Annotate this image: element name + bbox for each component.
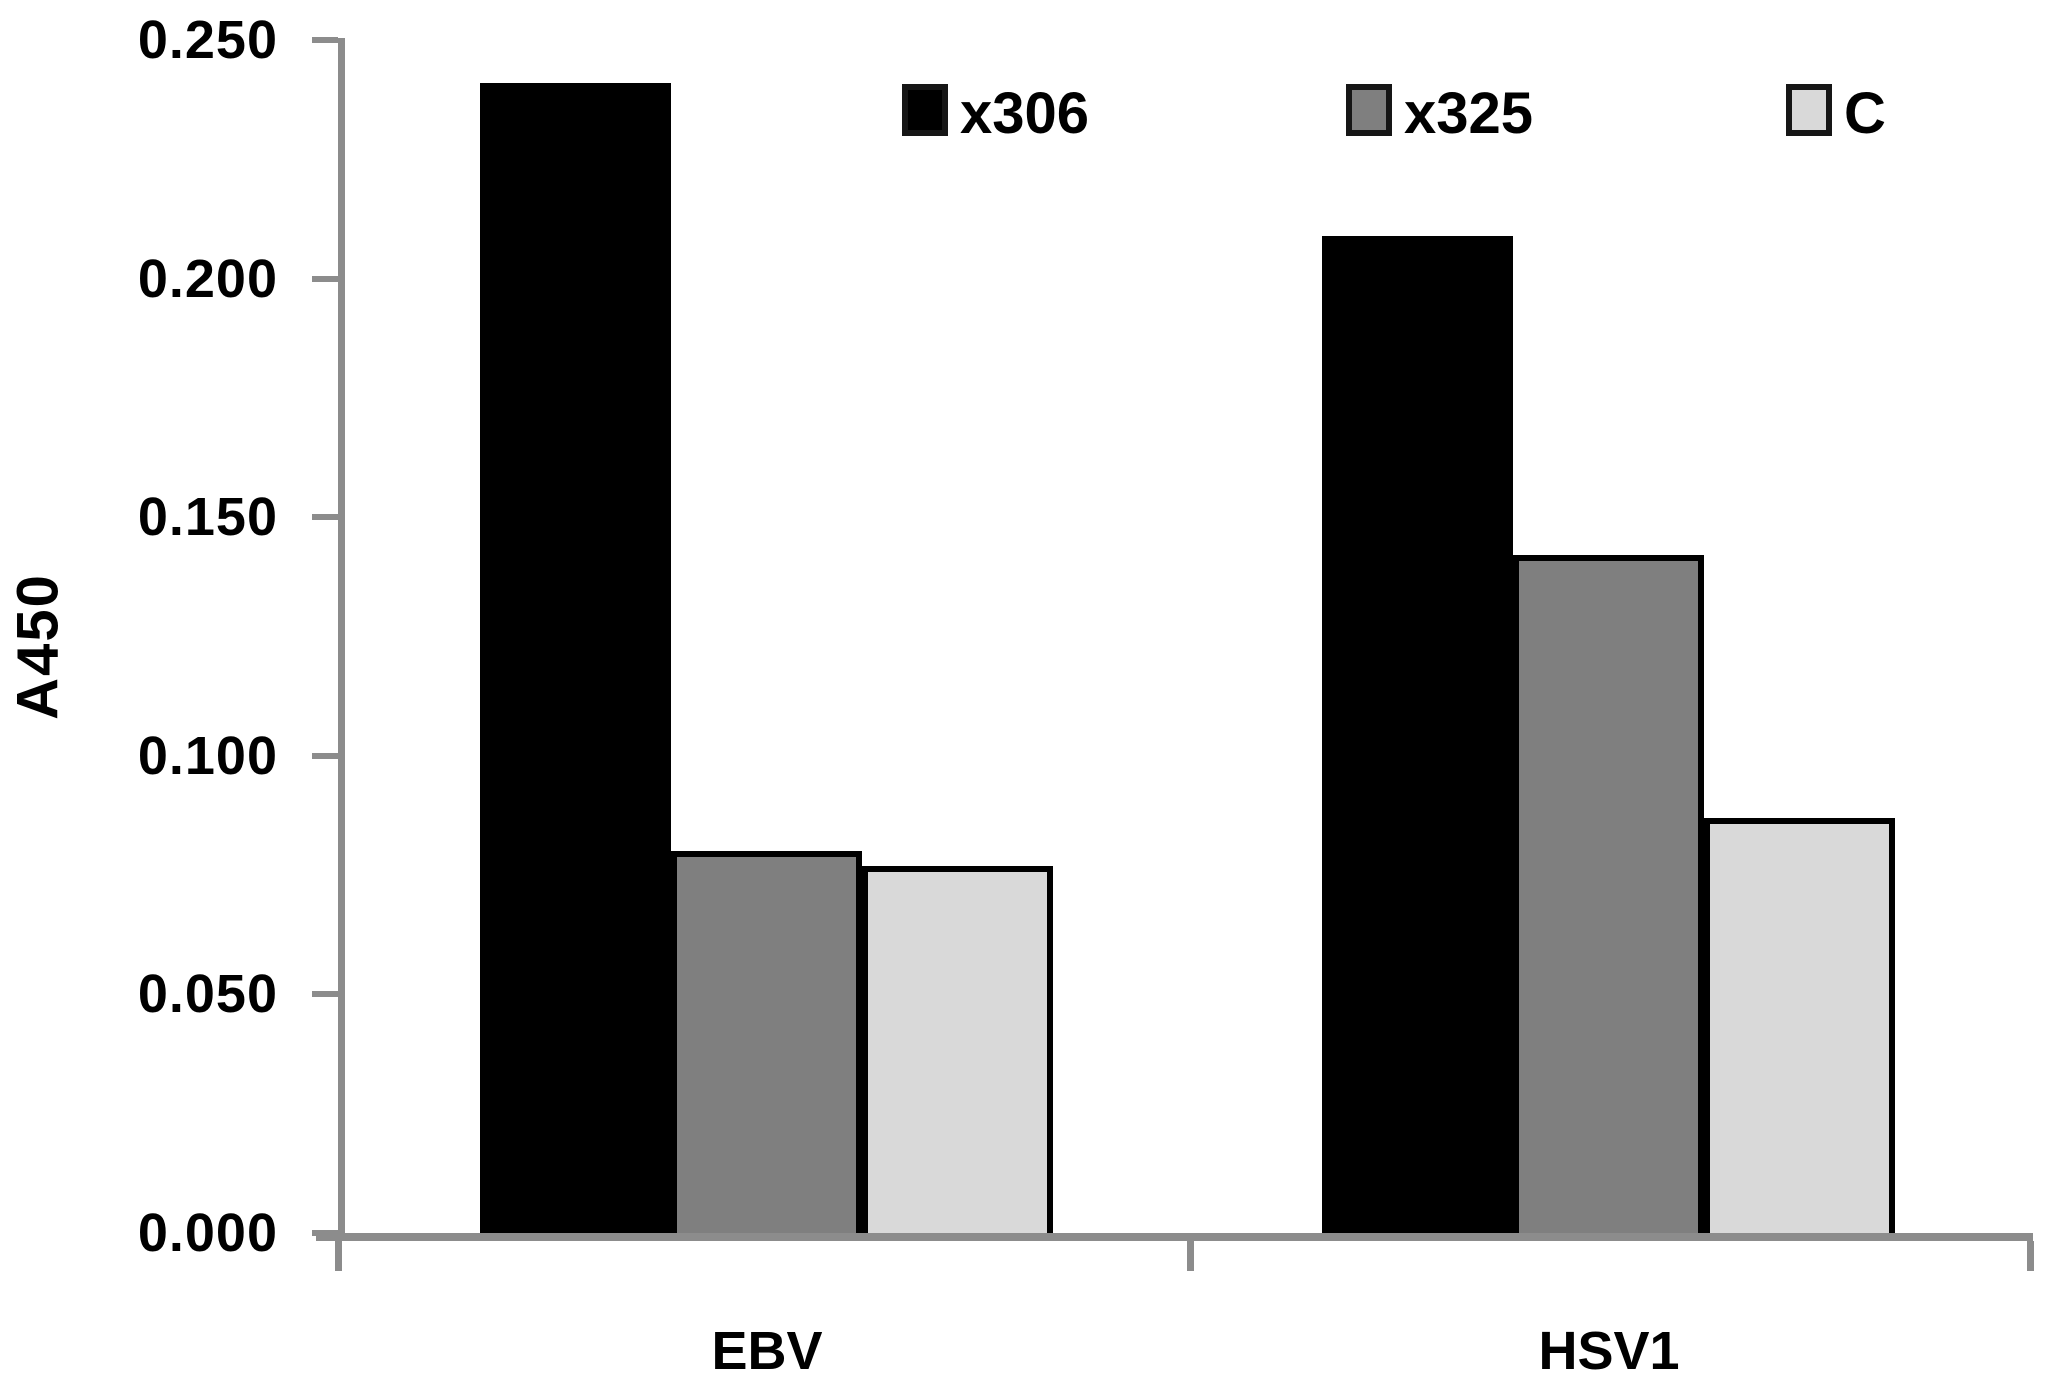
y-tick-label: 0.150 xyxy=(137,487,278,547)
y-tick xyxy=(312,514,338,520)
legend-swatch-x325 xyxy=(1346,84,1392,136)
bar-HSV1-C xyxy=(1704,818,1895,1233)
y-tick xyxy=(312,753,338,759)
y-tick-label: 0.250 xyxy=(137,10,278,70)
y-tick-label: 0.200 xyxy=(137,249,278,309)
y-tick xyxy=(312,37,338,43)
bar-HSV1-x325 xyxy=(1513,555,1704,1233)
x-tick xyxy=(1187,1241,1194,1271)
legend-item-C: C xyxy=(1786,81,2051,146)
bar-EBV-x306 xyxy=(480,83,671,1233)
x-axis-line xyxy=(316,1233,2033,1241)
legend-item-x325: x325 xyxy=(1346,81,1666,146)
y-axis-line xyxy=(338,38,345,1241)
legend-label-C: C xyxy=(1844,81,1886,146)
legend-item-x306: x306 xyxy=(902,81,1222,146)
y-tick xyxy=(312,276,338,282)
bar-EBV-x325 xyxy=(671,851,862,1233)
y-tick xyxy=(312,991,338,997)
bar-HSV1-x306 xyxy=(1322,236,1513,1233)
x-tick xyxy=(2027,1241,2034,1271)
legend-swatch-x306 xyxy=(902,84,948,136)
y-tick-label: 0.000 xyxy=(137,1203,278,1263)
legend-label-x325: x325 xyxy=(1404,81,1534,146)
category-label-EBV: EBV xyxy=(711,1321,823,1381)
y-tick-label: 0.100 xyxy=(137,726,278,786)
category-label-HSV1: HSV1 xyxy=(1538,1321,1680,1381)
legend-swatch-C xyxy=(1786,84,1832,136)
x-tick xyxy=(335,1241,342,1271)
bar-EBV-C xyxy=(862,866,1053,1233)
y-tick-label: 0.050 xyxy=(137,964,278,1024)
legend-label-x306: x306 xyxy=(960,81,1090,146)
